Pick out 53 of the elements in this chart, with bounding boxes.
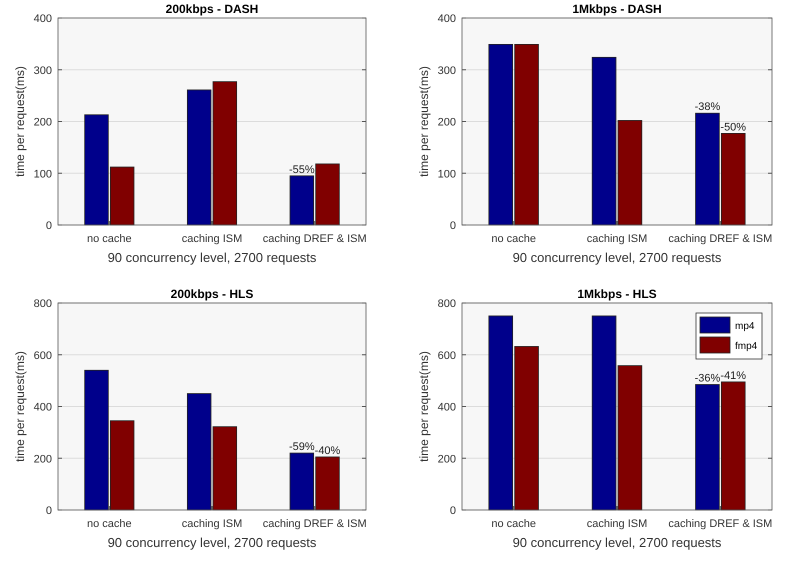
y-tick-label: 100 (438, 168, 456, 180)
x-tick-label: caching ISM (182, 518, 242, 530)
y-tick-label: 200 (438, 116, 456, 128)
annotation: -55% (288, 164, 315, 176)
legend-label: fmp4 (735, 341, 758, 352)
x-axis-title: 90 concurrency level, 2700 requests (512, 535, 722, 550)
annotation: -41% (720, 370, 746, 382)
x-tick-label: no cache (491, 233, 536, 245)
chart-title: 200kbps - DASH (166, 2, 258, 16)
y-axis-title: time per request(ms) (13, 66, 27, 177)
annotation: -38% (694, 101, 720, 114)
annotation: -59% (288, 441, 315, 454)
y-tick-label: 400 (34, 402, 52, 414)
x-tick-label: caching DREF & ISM (262, 518, 367, 530)
y-tick-label: 400 (34, 13, 52, 25)
x-tick-label: caching ISM (586, 518, 648, 530)
y-tick-label: 0 (450, 505, 456, 517)
chart-title: 200kbps - HLS (170, 287, 254, 301)
y-tick-label: 600 (438, 350, 456, 362)
y-axis-title: time per request(ms) (417, 351, 431, 462)
y-tick-label: 200 (438, 453, 456, 466)
y-tick-label: 800 (438, 298, 456, 310)
x-tick-label: caching ISM (182, 233, 242, 245)
y-tick-label: 400 (438, 13, 456, 25)
y-tick-label: 100 (34, 168, 52, 180)
x-tick-label: caching DREF & ISM (668, 518, 772, 530)
y-tick-label: 600 (34, 350, 52, 362)
chart-title: 1Mkbps - HLS (577, 287, 657, 301)
y-tick-label: 800 (34, 298, 52, 310)
y-tick-label: 0 (46, 220, 52, 232)
x-axis-title: 90 concurrency level, 2700 requests (108, 535, 317, 550)
y-tick-label: 0 (46, 505, 52, 517)
x-tick-label: no cache (491, 518, 536, 530)
annotation: -50% (720, 121, 746, 134)
y-tick-label: 300 (34, 64, 52, 77)
annotation: -40% (314, 444, 341, 457)
y-tick-label: 0 (450, 220, 456, 232)
x-tick-label: no cache (87, 518, 132, 530)
x-axis-title: 90 concurrency level, 2700 requests (512, 250, 722, 265)
chart-title: 1Mkbps - DASH (572, 2, 662, 16)
y-tick-label: 400 (438, 402, 456, 414)
y-axis-title: time per request(ms) (417, 66, 431, 177)
annotation: -36% (694, 372, 720, 385)
y-tick-label: 200 (34, 453, 52, 466)
x-tick-label: caching DREF & ISM (262, 233, 367, 245)
y-tick-label: 200 (34, 116, 52, 128)
x-tick-label: caching DREF & ISM (668, 233, 772, 245)
x-axis-title: 90 concurrency level, 2700 requests (108, 250, 317, 265)
y-axis-title: time per request(ms) (13, 351, 27, 462)
x-tick-label: caching ISM (586, 233, 648, 245)
x-tick-label: no cache (87, 233, 132, 245)
legend-label: mp4 (735, 321, 755, 332)
y-tick-label: 300 (438, 64, 456, 77)
